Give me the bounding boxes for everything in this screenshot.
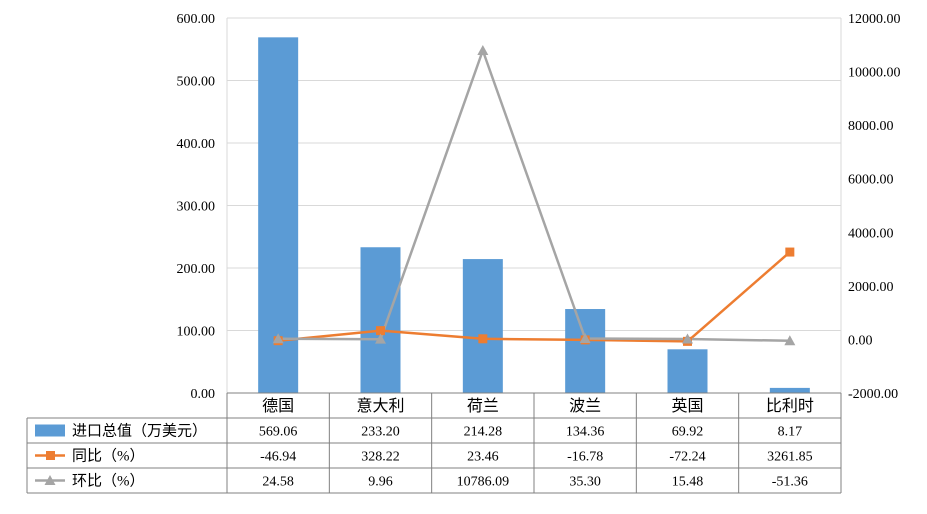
table-value: 134.36	[566, 425, 605, 440]
table-value: 69.92	[672, 425, 704, 440]
table-value: 10786.09	[457, 475, 510, 490]
table-value: 214.28	[464, 425, 503, 440]
category-label: 英国	[671, 397, 703, 415]
y-left-tick-label: 500.00	[177, 75, 216, 90]
bar	[667, 349, 708, 393]
y-left-tick-label: 100.00	[177, 325, 216, 340]
series-line	[278, 251, 791, 343]
series-label: 进口总值（万美元）	[72, 423, 207, 440]
table-value: 233.20	[361, 425, 400, 440]
legend-key-marker	[44, 475, 56, 485]
table-value: 23.46	[467, 450, 499, 465]
table-value: -46.94	[260, 450, 296, 465]
square-marker	[376, 326, 385, 336]
table-value: -72.24	[669, 450, 705, 465]
series-label: 环比（%）	[72, 473, 145, 490]
y-left-tick-label: 300.00	[177, 200, 216, 215]
bar	[462, 259, 503, 393]
table-value: 35.30	[569, 475, 601, 490]
table-value: -51.36	[772, 475, 808, 490]
series-label: 同比（%）	[72, 448, 145, 465]
series-line	[278, 49, 790, 343]
y-right-tick-label: -2000.00	[848, 387, 898, 402]
triangle-marker	[272, 333, 284, 344]
table-value: 328.22	[361, 450, 400, 465]
table-value: 15.48	[672, 475, 704, 490]
y-right-tick-label: 12000.00	[848, 12, 901, 27]
y-right-tick-label: 6000.00	[848, 173, 894, 188]
bar	[360, 247, 401, 393]
y-right-tick-label: 0.00	[848, 333, 873, 348]
triangle-marker	[682, 333, 693, 344]
y-left-tick-label: 200.00	[177, 262, 216, 277]
y-right-tick-label: 10000.00	[848, 66, 901, 81]
table-value: -16.78	[567, 450, 603, 465]
category-label: 荷兰	[467, 397, 499, 415]
triangle-marker	[784, 335, 796, 346]
table-value: 9.96	[368, 475, 393, 490]
triangle-marker	[477, 45, 489, 56]
y-left-tick-label: 600.00	[177, 12, 216, 27]
square-marker	[478, 334, 488, 344]
category-label: 德国	[262, 397, 294, 415]
category-label: 波兰	[569, 397, 601, 415]
y-right-tick-label: 8000.00	[848, 119, 894, 134]
y-right-tick-label: 2000.00	[848, 280, 894, 295]
y-right-tick-label: 4000.00	[848, 226, 894, 241]
table-value: 8.17	[778, 425, 803, 440]
bar	[565, 309, 606, 393]
category-label: 意大利	[356, 396, 404, 415]
category-label: 比利时	[766, 397, 814, 415]
table-value: 569.06	[259, 425, 298, 440]
legend-key-bar	[35, 424, 65, 437]
table-value: 3261.85	[767, 450, 813, 465]
triangle-marker	[375, 333, 386, 344]
square-marker	[785, 247, 795, 257]
bar	[769, 387, 810, 393]
y-left-tick-label: 0.00	[191, 387, 216, 402]
y-left-tick-label: 400.00	[177, 137, 216, 152]
legend-key-marker	[46, 451, 55, 460]
triangle-marker	[579, 332, 591, 343]
table-value: 24.58	[262, 475, 294, 490]
